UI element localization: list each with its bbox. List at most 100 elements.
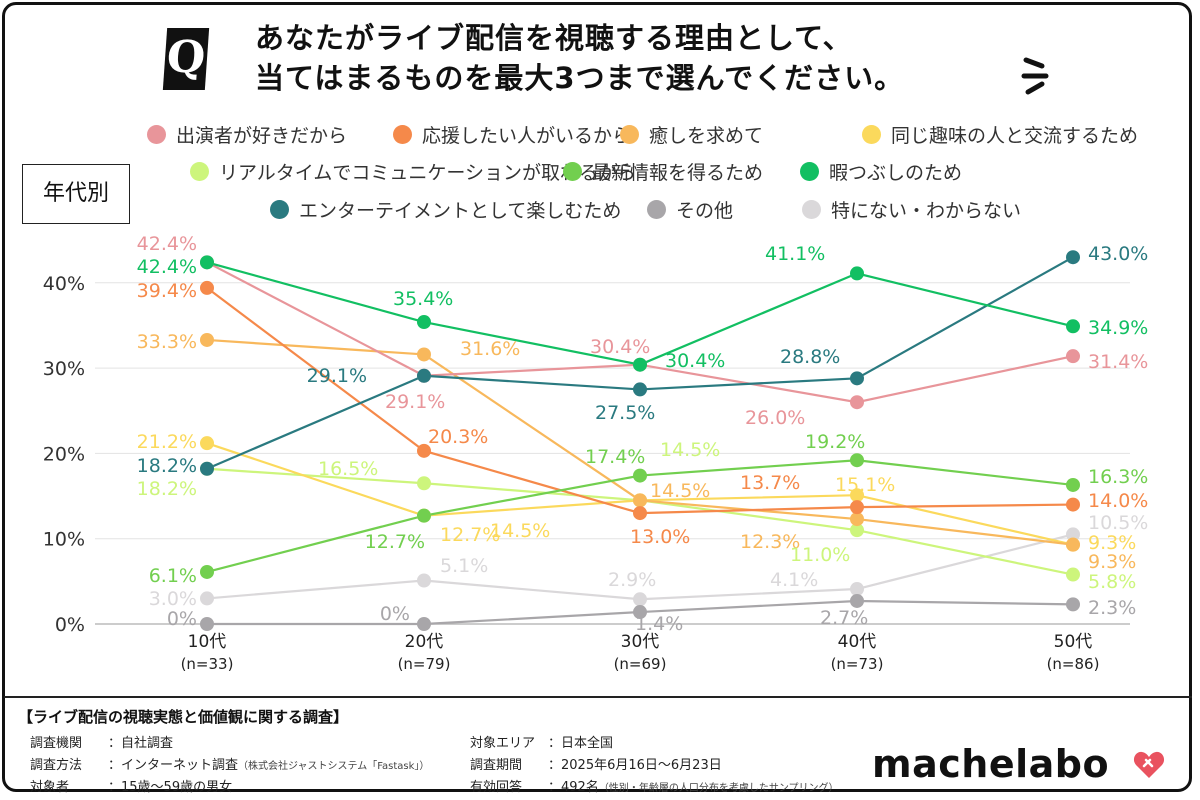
legend-marker-icon [190, 162, 209, 181]
detail-key: 調査方法 [30, 758, 83, 773]
detail-key: 対象エリア [470, 736, 536, 751]
data-label: 19.2% [805, 431, 865, 453]
legend-item: 癒しを求めて [620, 121, 763, 148]
data-label: 9.3% [1088, 551, 1136, 573]
data-point [417, 508, 431, 523]
x-tick-label: 20代 [405, 632, 444, 652]
data-label: 14.5% [650, 480, 710, 502]
image-frame [2, 2, 1192, 792]
survey-detail-row: 有効回答 ：492名（性別・年齢層の人口分布を考慮したサンプリング） [470, 776, 839, 795]
x-tick-label: 50代 [1054, 632, 1093, 652]
detail-key: 調査期間 [470, 758, 523, 773]
legend-label: リアルタイムでコミュニケーションが取れるから [219, 162, 637, 184]
legend-label: 同じ趣味の人と交流するため [891, 125, 1139, 147]
data-label: 12.3% [740, 531, 800, 553]
data-label: 31.6% [460, 338, 520, 360]
x-tick-label: 30代 [621, 632, 660, 652]
x-tick-sublabel: (n=73) [831, 655, 884, 673]
data-point [1066, 597, 1080, 612]
survey-detail-row: 調査期間 ：2025年6月16日～6月23日 [470, 754, 722, 773]
data-point [200, 280, 214, 295]
data-label: 16.3% [1088, 466, 1148, 488]
data-point [633, 357, 647, 372]
y-tick-label: 20% [43, 443, 85, 465]
detail-value: ：自社調査 [108, 736, 174, 751]
data-label: 42.4% [137, 256, 197, 278]
heart-logo-icon [1133, 751, 1165, 778]
data-label: 10.5% [1088, 512, 1148, 534]
y-tick-label: 0% [55, 614, 85, 636]
data-label: 13.7% [740, 472, 800, 494]
data-label: 20.3% [428, 426, 488, 448]
x-tick-label: 10代 [188, 632, 227, 652]
data-point [200, 332, 214, 347]
data-point [1066, 349, 1080, 364]
legend-marker-icon [270, 200, 289, 219]
data-point [200, 461, 214, 476]
data-label: 2.3% [1088, 597, 1136, 619]
data-point [1066, 497, 1080, 512]
legend-marker-icon [620, 125, 639, 144]
data-point [633, 605, 647, 620]
data-label: 12.7% [440, 524, 500, 546]
data-label: 0% [380, 603, 410, 625]
data-label: 34.9% [1088, 317, 1148, 339]
detail-key: 対象者 [30, 780, 70, 795]
data-label: 2.7% [820, 607, 868, 629]
detail-value: ：インターネット調査 [108, 758, 239, 773]
data-point [1066, 567, 1080, 582]
data-point [1066, 319, 1080, 334]
data-label: 17.4% [585, 446, 645, 468]
title-line-1: あなたがライブ配信を視聴する理由として、 [255, 21, 853, 55]
data-label: 9.3% [1088, 532, 1136, 554]
line-chart: 0% 10% 20% 30% 40% 10代 (n=33) 20代 (n=79) 30代 (n=69… [43, 233, 1149, 673]
data-point [633, 468, 647, 483]
x-tick-sublabel: (n=86) [1047, 655, 1100, 673]
data-point [200, 591, 214, 606]
data-label: 14.5% [490, 520, 550, 542]
detail-value: ：492名 [548, 780, 599, 795]
data-label: 21.2% [137, 431, 197, 453]
data-point [633, 493, 647, 508]
survey-detail-row: 対象エリア ：日本全国 [470, 732, 613, 751]
question-title: あなたがライブ配信を視聴する理由として、 当てはまるものを最大3つまで選んでくだ… [255, 18, 904, 98]
x-tick-sublabel: (n=79) [398, 655, 451, 673]
data-point [633, 592, 647, 607]
legend-label: 特にない・わからない [831, 200, 1022, 222]
legend-item: 出演者が好きだから [147, 121, 347, 148]
data-point [417, 443, 431, 458]
data-point [850, 266, 864, 281]
detail-key: 調査機関 [30, 736, 83, 751]
data-point [417, 573, 431, 588]
data-label: 13.0% [630, 526, 690, 548]
data-label: 30.4% [590, 336, 650, 358]
detail-note: （性別・年齢層の人口分布を考慮したサンプリング） [598, 783, 839, 794]
data-label: 2.9% [608, 569, 656, 591]
data-point [200, 617, 214, 631]
detail-value: ：日本全国 [548, 736, 614, 751]
data-point [850, 523, 864, 538]
legend-label: その他 [676, 200, 734, 222]
legend-label: 癒しを求めて [649, 125, 764, 147]
data-point [633, 382, 647, 397]
legend-item: エンターテイメントとして楽しむため [270, 196, 621, 223]
data-point [1066, 537, 1080, 552]
data-label: 3.0% [149, 588, 197, 610]
legend-item: 暇つぶしのため [800, 158, 962, 185]
legend-marker-icon [647, 200, 666, 219]
data-point [850, 395, 864, 410]
title-line-2: 当てはまるものを最大3つまで選んでください。 [255, 61, 905, 95]
data-label: 5.1% [440, 555, 488, 577]
data-point [1066, 477, 1080, 492]
data-label: 31.4% [1088, 351, 1148, 373]
data-label: 12.7% [365, 531, 425, 553]
legend-item: 最新情報を得るため [563, 158, 763, 185]
logo: machelabo [872, 742, 1110, 786]
x-tick-sublabel: (n=33) [181, 655, 234, 673]
data-point [850, 371, 864, 386]
data-label: 6.1% [149, 565, 197, 587]
detail-note: （株式会社ジャストシステム「Fastask」） [238, 761, 430, 772]
legend-label: 暇つぶしのため [829, 162, 963, 184]
data-label: 29.1% [385, 391, 445, 413]
legend-marker-icon [802, 200, 821, 219]
